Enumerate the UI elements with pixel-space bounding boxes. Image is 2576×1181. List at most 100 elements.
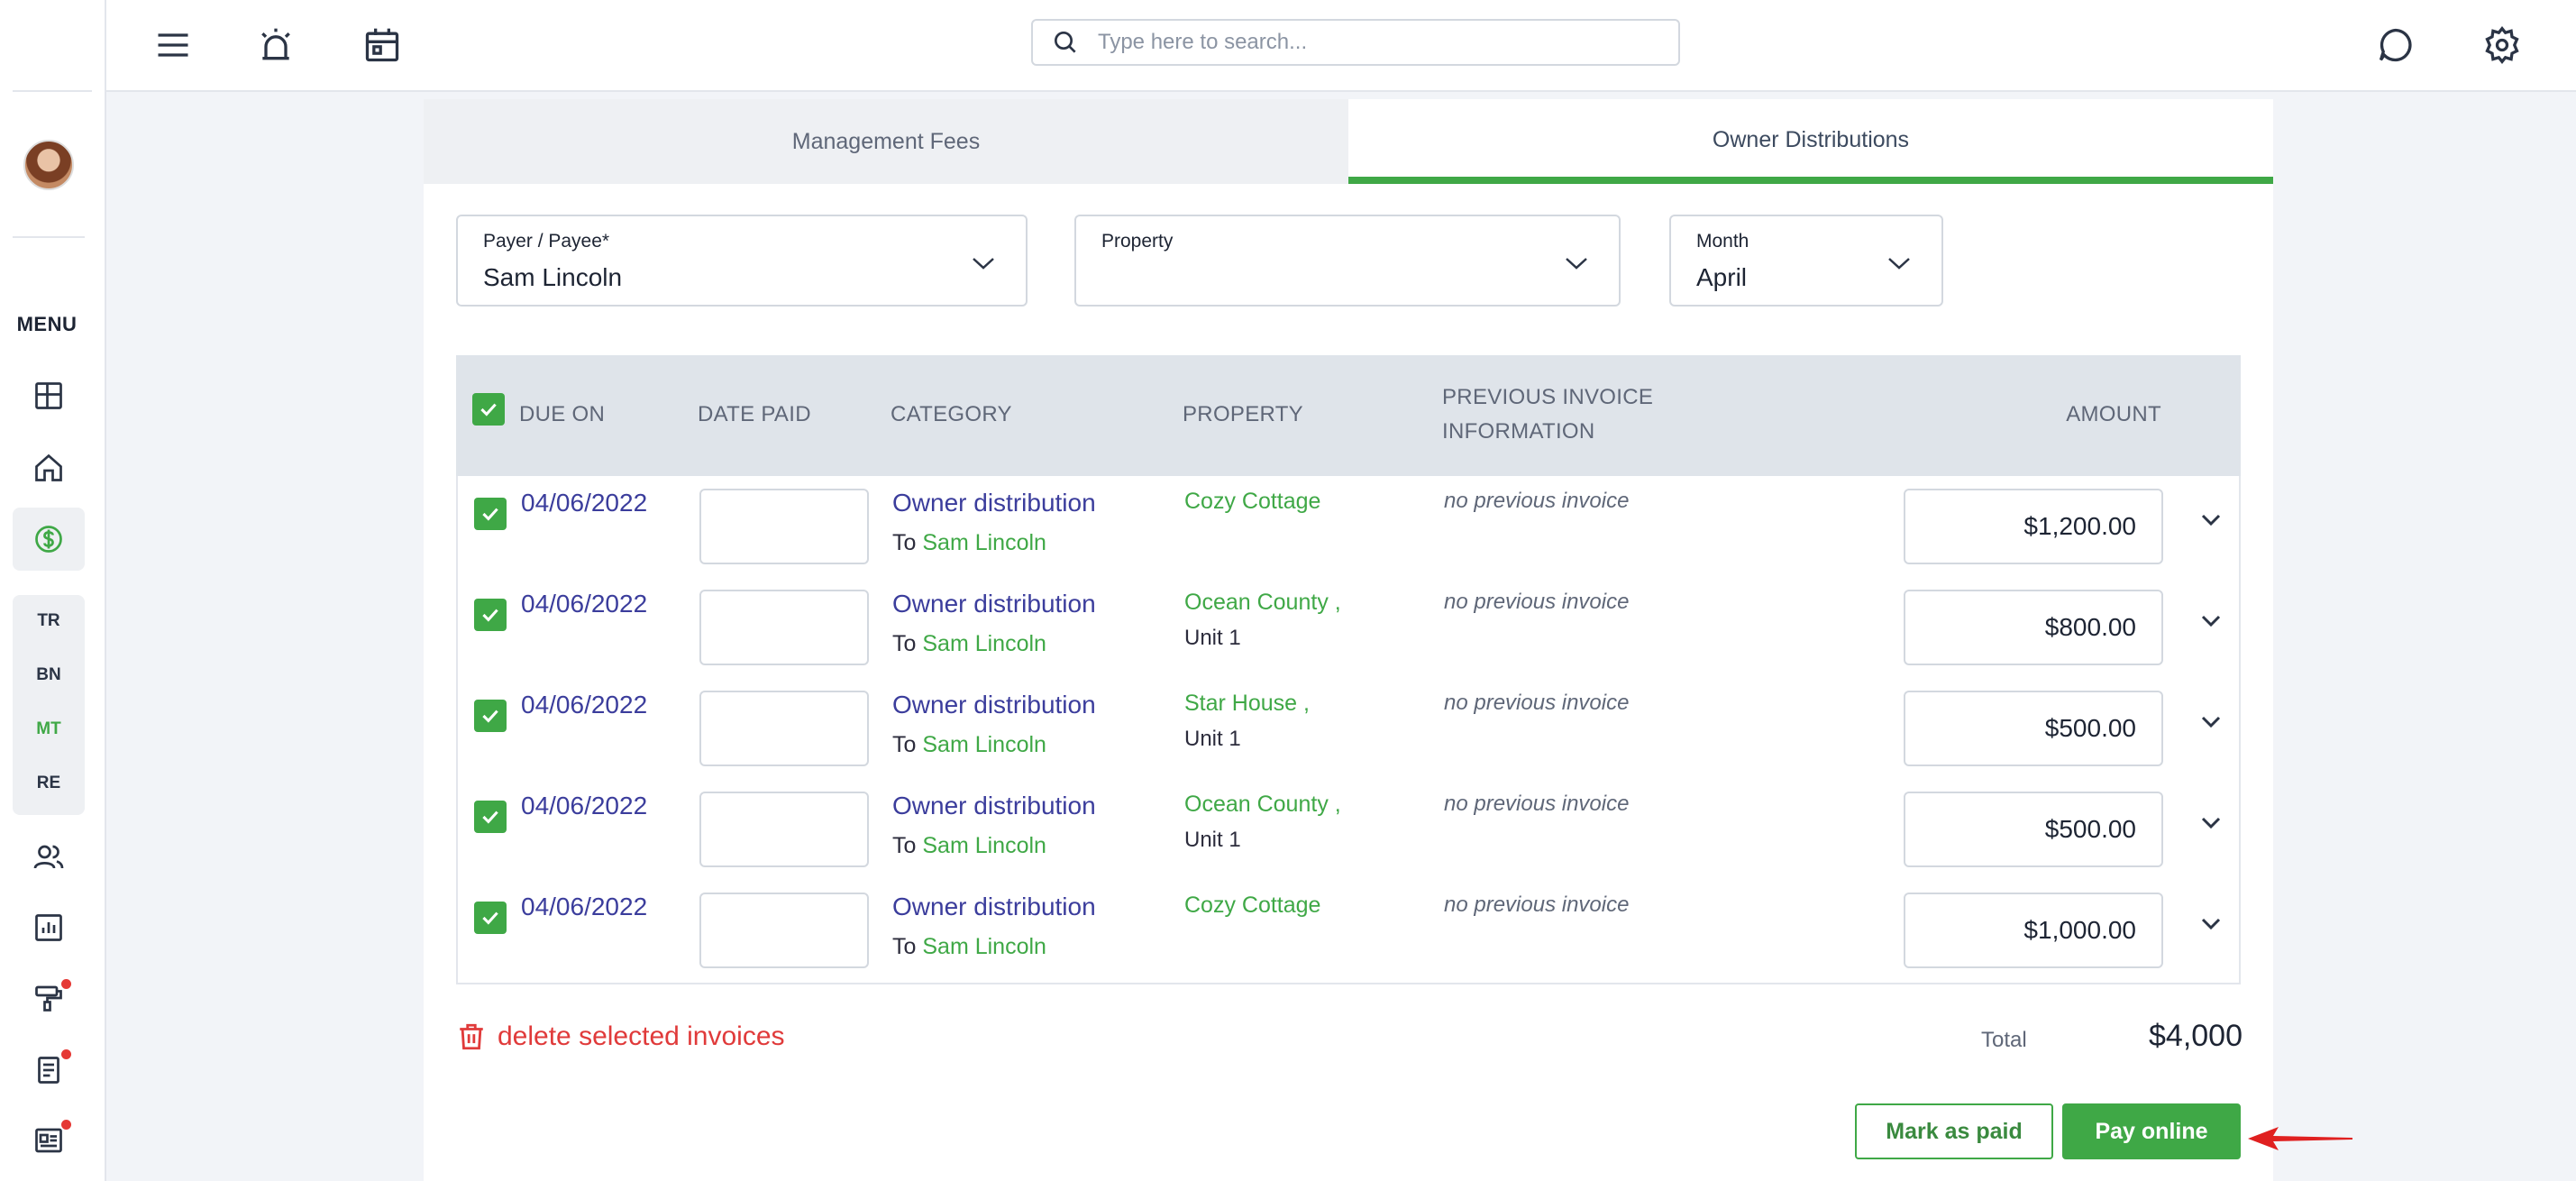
header-amount[interactable]: AMOUNT [2066, 402, 2161, 426]
amount-input[interactable]: $1,200.00 [1904, 489, 2163, 564]
sidebar-logo-area [13, 0, 92, 92]
previous-invoice-info: no previous invoice [1444, 792, 1630, 816]
chat-icon[interactable] [2370, 20, 2421, 70]
tab-management-fees[interactable]: Management Fees [424, 99, 1348, 184]
home-icon[interactable] [23, 442, 75, 494]
documents-icon[interactable] [23, 1044, 75, 1096]
previous-invoice-info: no previous invoice [1444, 590, 1630, 614]
search-input[interactable] [1098, 30, 1639, 55]
amount-input[interactable]: $1,000.00 [1904, 893, 2163, 968]
expand-chevron-icon[interactable] [2199, 613, 2223, 629]
header-previous-invoice-line2: INFORMATION [1442, 419, 1595, 444]
expand-chevron-icon[interactable] [2199, 714, 2223, 730]
recipient-name[interactable]: Sam Lincoln [922, 833, 1046, 858]
submenu-item-tr[interactable]: TR [37, 611, 60, 630]
recipient-name[interactable]: Sam Lincoln [922, 934, 1046, 959]
payer-payee-value: Sam Lincoln [483, 263, 623, 291]
category-link[interactable]: Owner distribution [892, 893, 1096, 920]
trash-icon [460, 1023, 483, 1050]
submenu-item-bn[interactable]: BN [36, 665, 61, 684]
maintenance-icon[interactable] [23, 972, 75, 1024]
property-link[interactable]: Ocean County , [1184, 792, 1341, 817]
category-recipient: To Sam Lincoln [892, 530, 1046, 556]
main-panel: Management Fees Owner Distributions Paye… [424, 99, 2273, 1181]
recipient-name[interactable]: Sam Lincoln [922, 631, 1046, 656]
category-recipient: To Sam Lincoln [892, 833, 1046, 859]
row-checkbox[interactable] [474, 700, 507, 732]
listings-icon[interactable] [23, 1114, 75, 1167]
date-paid-input[interactable] [699, 792, 869, 867]
property-unit: Unit 1 [1184, 626, 1241, 650]
payer-payee-select[interactable]: Payer / Payee* Sam Lincoln [456, 215, 1028, 307]
hamburger-menu-icon[interactable] [148, 20, 198, 70]
category-link[interactable]: Owner distribution [892, 691, 1096, 719]
avatar[interactable] [23, 140, 74, 190]
delete-label: delete selected invoices [498, 1021, 785, 1051]
header-due-on[interactable]: DUE ON [519, 402, 606, 426]
due-date-link[interactable]: 04/06/2022 [521, 691, 648, 719]
expand-chevron-icon[interactable] [2199, 815, 2223, 831]
settings-gear-icon[interactable] [2477, 20, 2527, 70]
category-link[interactable]: Owner distribution [892, 489, 1096, 517]
category-link[interactable]: Owner distribution [892, 792, 1096, 819]
row-checkbox[interactable] [474, 902, 507, 934]
table-row: 04/06/2022 Owner distribution To Sam Lin… [458, 678, 2241, 779]
due-date-link[interactable]: 04/06/2022 [521, 893, 648, 920]
tab-bar: Management Fees Owner Distributions [424, 99, 2273, 184]
checkmark-icon [482, 609, 498, 622]
expand-chevron-icon[interactable] [2199, 512, 2223, 528]
due-date-link[interactable]: 04/06/2022 [521, 590, 648, 618]
search-box[interactable] [1031, 19, 1680, 66]
recipient-prefix: To [892, 631, 923, 656]
table-header: DUE ON DATE PAID CATEGORY PROPERTY PREVI… [456, 355, 2241, 476]
previous-invoice-info: no previous invoice [1444, 893, 1630, 917]
category-recipient: To Sam Lincoln [892, 732, 1046, 758]
month-label: Month [1696, 231, 1749, 252]
header-category[interactable]: CATEGORY [891, 402, 1012, 426]
alarm-icon[interactable] [251, 20, 301, 70]
property-link[interactable]: Star House , [1184, 691, 1310, 716]
property-select[interactable]: Property [1074, 215, 1621, 307]
payer-payee-label: Payer / Payee* [483, 231, 610, 252]
dashboard-icon[interactable] [23, 370, 75, 422]
category-link[interactable]: Owner distribution [892, 590, 1096, 618]
property-link[interactable]: Cozy Cottage [1184, 893, 1321, 918]
table-row: 04/06/2022 Owner distribution To Sam Lin… [458, 779, 2241, 880]
recipient-name[interactable]: Sam Lincoln [922, 530, 1046, 555]
users-icon[interactable] [23, 831, 75, 883]
header-previous-invoice[interactable]: PREVIOUS INVOICE [1442, 385, 1654, 409]
submenu-item-re[interactable]: RE [36, 774, 61, 792]
property-link[interactable]: Ocean County , [1184, 590, 1341, 615]
row-checkbox[interactable] [474, 801, 507, 833]
property-unit: Unit 1 [1184, 828, 1241, 852]
tab-owner-distributions[interactable]: Owner Distributions [1348, 99, 2273, 184]
month-select[interactable]: Month April [1669, 215, 1943, 307]
date-paid-input[interactable] [699, 489, 869, 564]
select-all-checkbox[interactable] [472, 393, 505, 426]
due-date-link[interactable]: 04/06/2022 [521, 792, 648, 819]
property-link[interactable]: Cozy Cottage [1184, 489, 1321, 514]
row-checkbox[interactable] [474, 599, 507, 631]
submenu-item-mt[interactable]: MT [36, 719, 61, 738]
header-date-paid[interactable]: DATE PAID [698, 402, 811, 426]
date-paid-input[interactable] [699, 590, 869, 665]
calendar-icon[interactable] [357, 20, 407, 70]
recipient-name[interactable]: Sam Lincoln [922, 732, 1046, 757]
pay-online-button[interactable]: Pay online [2062, 1103, 2241, 1159]
mark-as-paid-button[interactable]: Mark as paid [1855, 1103, 2053, 1159]
date-paid-input[interactable] [699, 691, 869, 766]
date-paid-input[interactable] [699, 893, 869, 968]
header-property[interactable]: PROPERTY [1183, 402, 1303, 426]
due-date-link[interactable]: 04/06/2022 [521, 489, 648, 517]
amount-input[interactable]: $500.00 [1904, 792, 2163, 867]
amount-input[interactable]: $500.00 [1904, 691, 2163, 766]
search-icon [1055, 32, 1076, 53]
accounting-icon[interactable] [13, 508, 85, 571]
menu-label: MENU [16, 313, 78, 335]
delete-selected-invoices-button[interactable]: delete selected invoices [456, 1021, 785, 1053]
checkmark-icon [482, 710, 498, 723]
row-checkbox[interactable] [474, 498, 507, 530]
amount-input[interactable]: $800.00 [1904, 590, 2163, 665]
expand-chevron-icon[interactable] [2199, 916, 2223, 932]
reports-icon[interactable] [23, 902, 75, 954]
